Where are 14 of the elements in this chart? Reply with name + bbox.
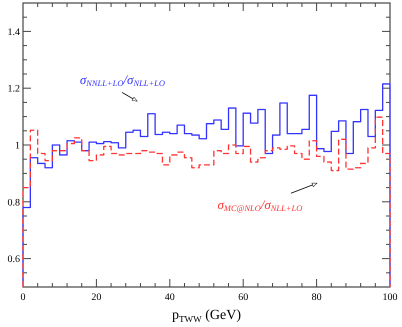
x-tick-label: 80 (312, 292, 322, 303)
y-tick-label: 0.6 (8, 254, 20, 266)
x-tick-label: 40 (164, 292, 175, 303)
y-tick-label: 1 (15, 140, 20, 152)
x-axis-title: p$_{TWW}$ (GeV) (172, 308, 242, 324)
text: σ$_{NNLL+LO}$/σ$_{NLL+LO}$ (80, 72, 165, 88)
x-tick-label: 0 (20, 292, 26, 303)
y-tick-label: 0.8 (8, 197, 20, 208)
text: σ$_{MC@NLO}$/σ$_{NLL+LO}$ (218, 196, 302, 214)
x-tick-label: 60 (238, 292, 248, 303)
x-tick-label: 20 (91, 292, 102, 303)
x-tick-label: 100 (382, 292, 398, 303)
y-tick-label: 1.4 (8, 26, 20, 38)
y-tick-label: 1.2 (8, 84, 20, 95)
